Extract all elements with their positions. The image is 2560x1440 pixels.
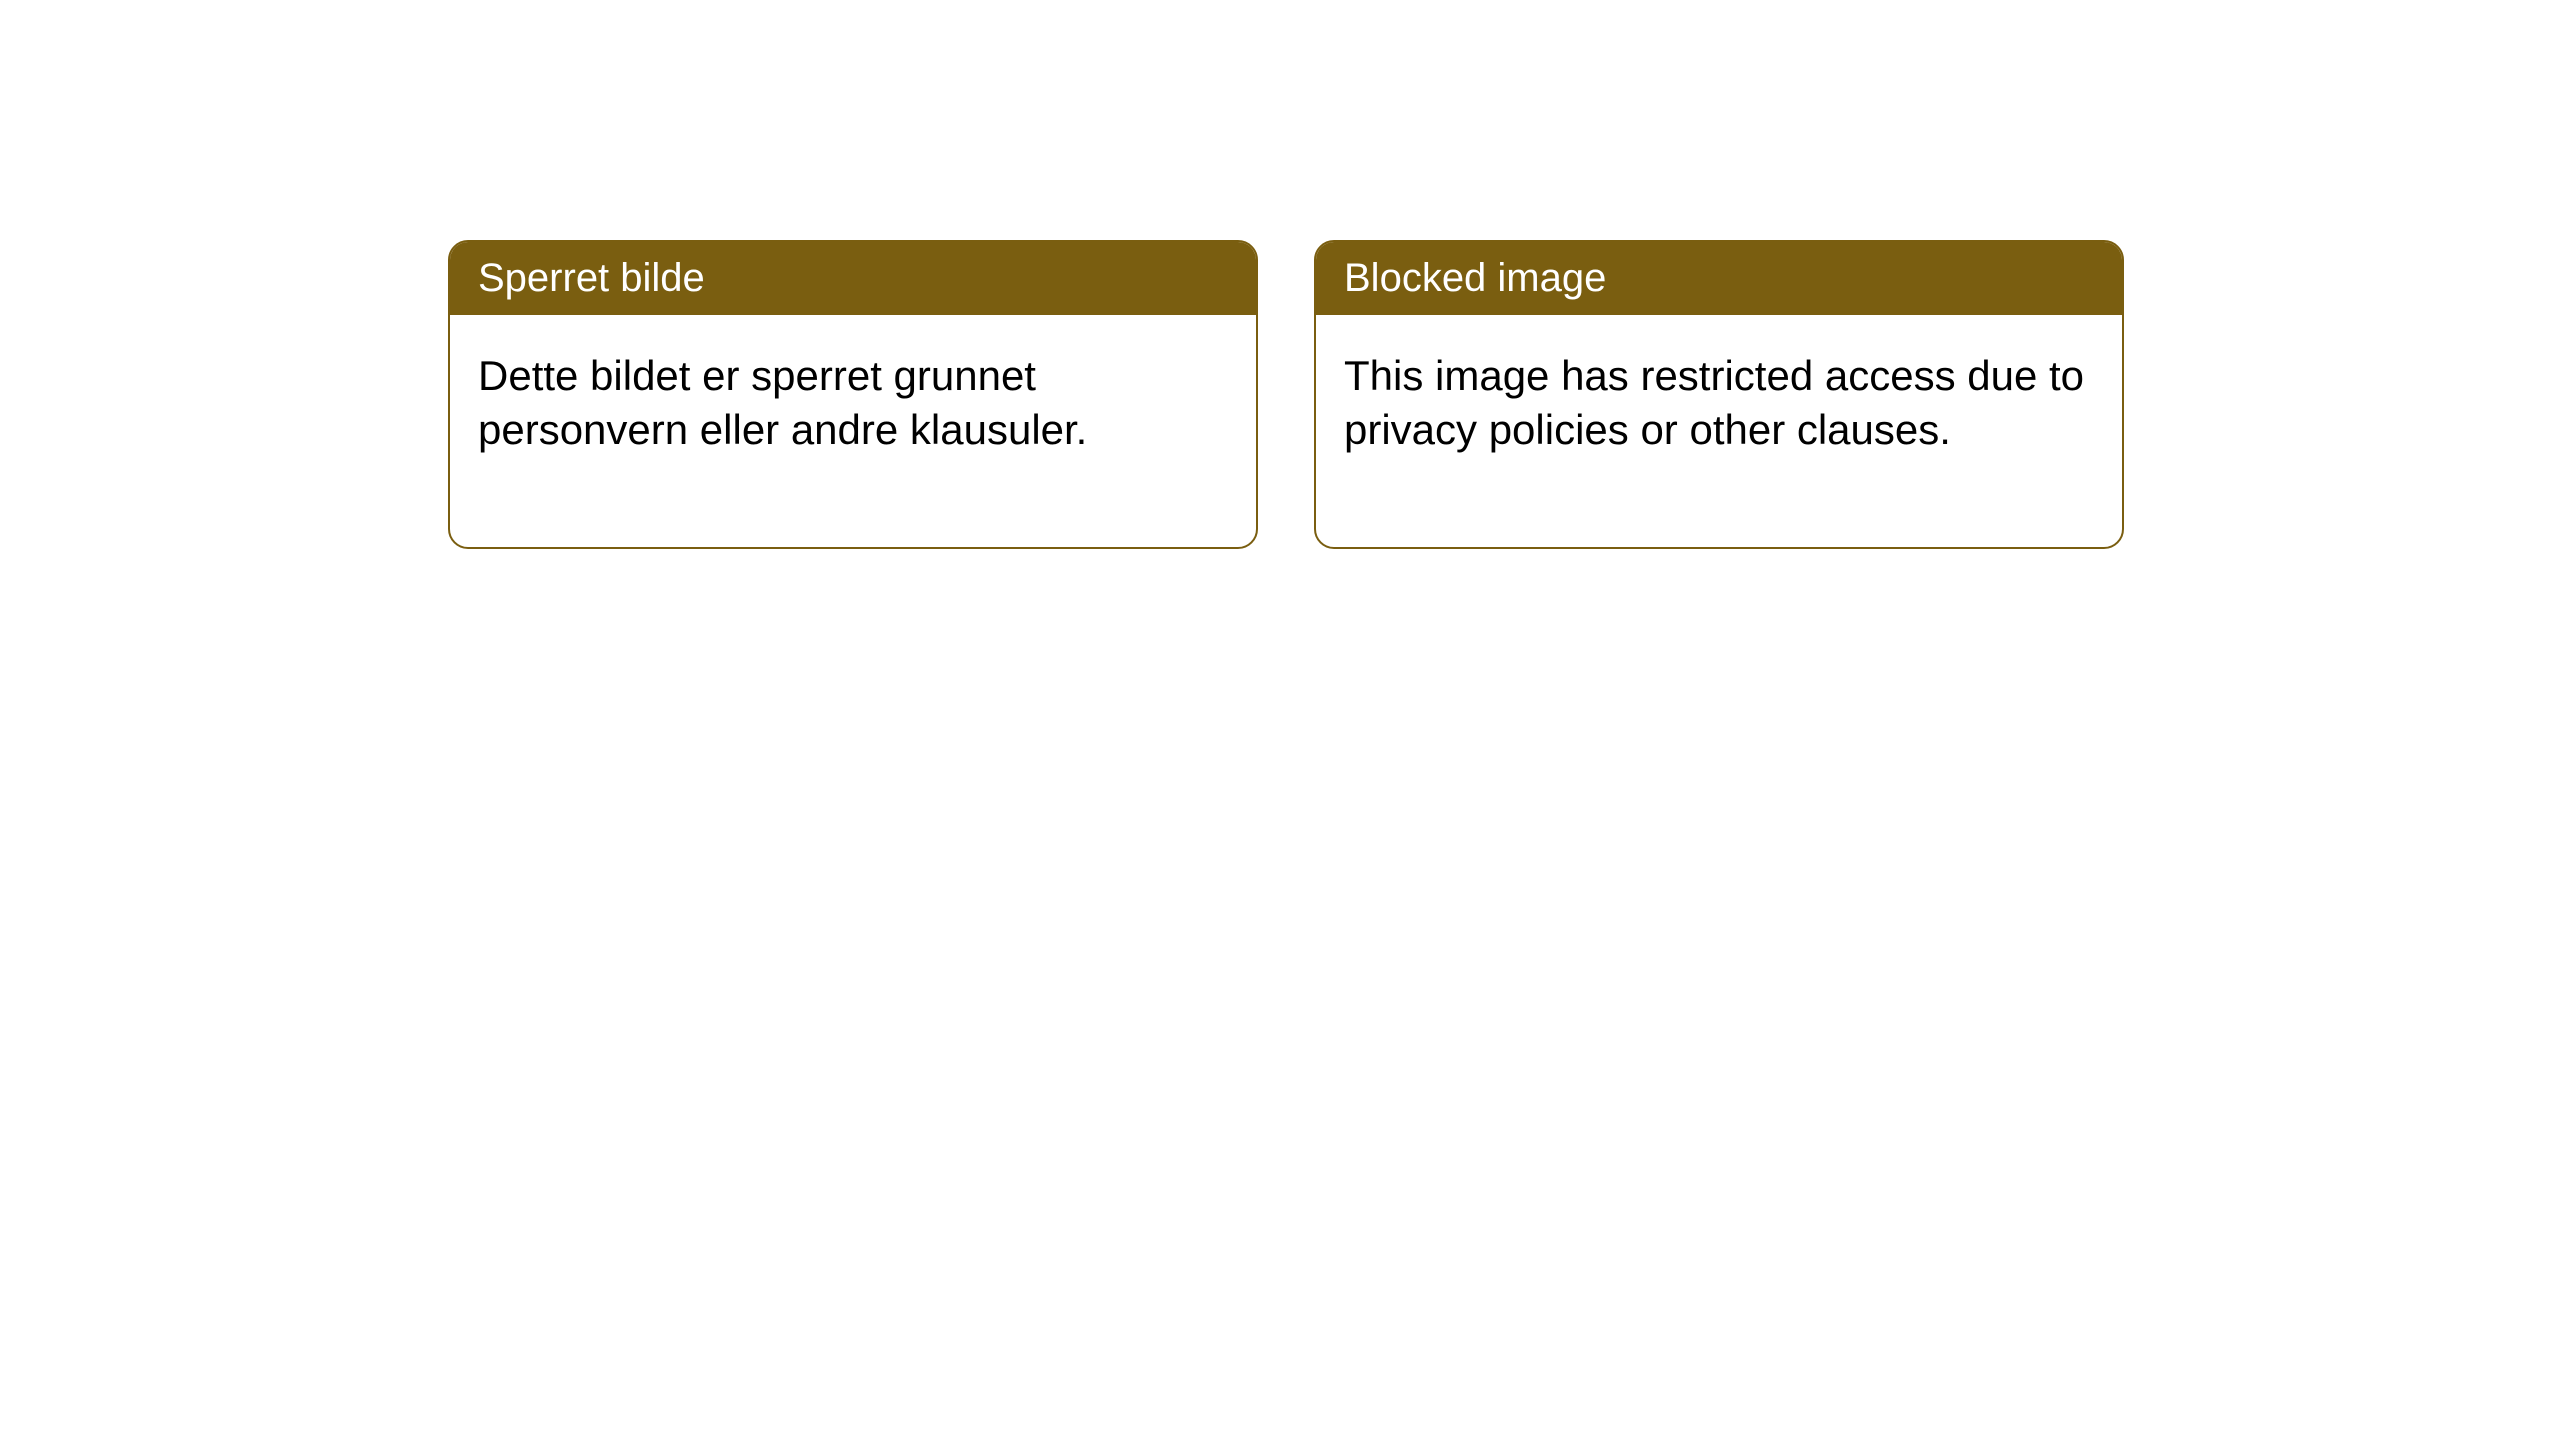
card-header-text: Sperret bilde [478, 256, 705, 300]
card-body-text: Dette bildet er sperret grunnet personve… [478, 352, 1087, 453]
blocked-image-cards: Sperret bilde Dette bildet er sperret gr… [448, 240, 2124, 549]
card-body-english: This image has restricted access due to … [1316, 315, 2122, 547]
card-body-norwegian: Dette bildet er sperret grunnet personve… [450, 315, 1256, 547]
card-body-text: This image has restricted access due to … [1344, 352, 2084, 453]
card-header-norwegian: Sperret bilde [450, 242, 1256, 315]
card-english: Blocked image This image has restricted … [1314, 240, 2124, 549]
card-header-text: Blocked image [1344, 256, 1606, 300]
card-norwegian: Sperret bilde Dette bildet er sperret gr… [448, 240, 1258, 549]
card-header-english: Blocked image [1316, 242, 2122, 315]
